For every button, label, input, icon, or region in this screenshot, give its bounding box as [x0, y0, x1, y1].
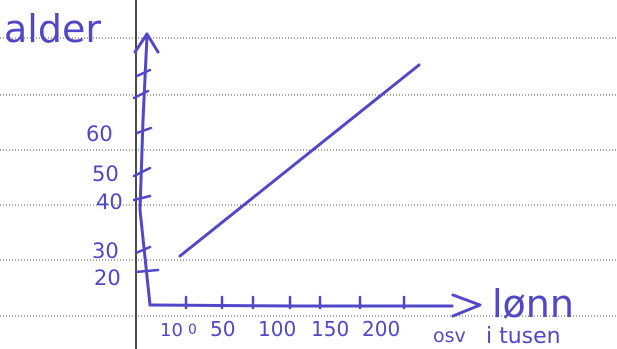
y-tick-label-60: 60 — [86, 122, 113, 146]
x-axis-arrowhead — [451, 293, 482, 318]
y-tick-label-30: 30 — [92, 239, 119, 263]
x-axis — [148, 303, 454, 308]
y-tick-marks — [132, 68, 160, 274]
y-axis-label: alder — [4, 7, 101, 51]
x-tick-label-osv: osv — [433, 325, 466, 347]
y-tick-mark — [132, 166, 152, 178]
x-tick-labels: 10 0 50 100 150 200 osv — [160, 317, 466, 347]
y-tick-label-40: 40 — [96, 190, 123, 214]
x-tick-label-200: 200 — [362, 317, 400, 341]
x-axis-unit-label: i tusen — [486, 324, 561, 349]
y-tick-mark — [134, 268, 160, 274]
x-tick-marks — [184, 295, 406, 310]
y-tick-label-50: 50 — [92, 162, 119, 186]
y-tick-labels: 60 50 40 30 20 — [86, 122, 123, 290]
x-tick-label-0: 0 — [188, 322, 197, 338]
y-axis — [138, 34, 152, 307]
y-tick-label-20: 20 — [94, 266, 121, 290]
ruled-lines — [0, 37, 617, 317]
y-tick-mark — [132, 194, 152, 202]
x-tick-label-150: 150 — [311, 317, 349, 341]
x-tick-label-50: 50 — [210, 317, 235, 341]
y-tick-mark — [135, 126, 153, 135]
y-axis-arrowhead — [133, 32, 160, 54]
series-line — [178, 63, 421, 258]
series-layer — [178, 63, 421, 258]
y-tick-mark — [135, 68, 152, 78]
x-tick-label-10: 10 — [160, 320, 183, 341]
y-tick-mark — [132, 89, 150, 100]
x-axis-label: lønn — [492, 282, 574, 326]
y-tick-mark — [134, 245, 152, 255]
x-tick-label-100: 100 — [258, 317, 296, 341]
axes — [133, 32, 482, 318]
